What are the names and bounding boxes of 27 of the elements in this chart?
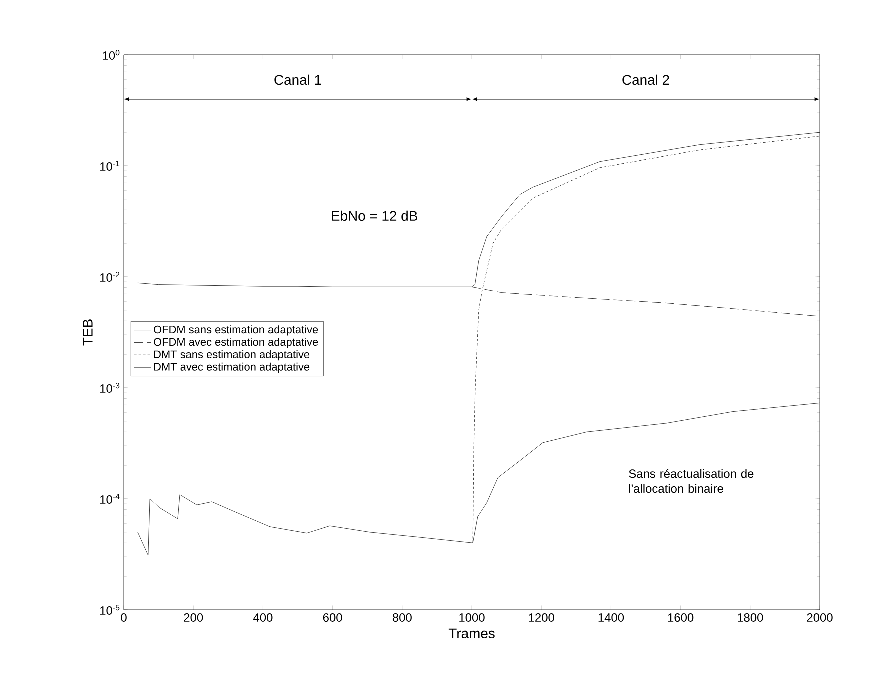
x-tick-label: 1600: [668, 614, 694, 622]
x-tick-label: 800: [392, 614, 412, 622]
x-tick-label: 1000: [460, 614, 485, 622]
x-tick-label: 400: [254, 614, 273, 622]
x-tick-label: 1800: [738, 614, 764, 622]
legend-label: DMT sans estimation adaptative: [154, 350, 310, 361]
x-tick-label: 1200: [529, 614, 554, 622]
x-tick-label: 1400: [598, 614, 624, 622]
y-axis-title: TEB: [83, 320, 93, 346]
y-tick-label: 10$^{0}$: [103, 50, 120, 60]
legend-label: OFDM sans estimation adaptative: [154, 326, 318, 336]
legend-label: DMT avec estimation adaptative: [154, 362, 310, 374]
y-tick-label: 10$^{-4}$: [100, 494, 120, 504]
annotation: EbNo = 12 dB: [332, 210, 418, 222]
annotation: Canal 2: [622, 74, 670, 86]
x-tick-label: 600: [323, 614, 342, 622]
y-tick-label: 10$^{-1}$: [100, 161, 120, 171]
y-tick-label: 10$^{-2}$: [100, 272, 120, 282]
x-tick-label: 200: [184, 614, 204, 622]
x-axis-title: Trames: [448, 628, 495, 639]
x-tick-label: 0: [121, 614, 127, 622]
legend-label: OFDM avec estimation adaptative: [154, 338, 318, 348]
annotation: Sans réactualisation de l'allocation binaire: [629, 469, 754, 494]
y-tick-label: 10$^{-3}$: [100, 382, 120, 393]
x-tick-label: 2000: [807, 614, 833, 622]
annotation: Canal 1: [274, 74, 322, 86]
y-tick-label: 10$^{-5}$: [100, 605, 120, 615]
